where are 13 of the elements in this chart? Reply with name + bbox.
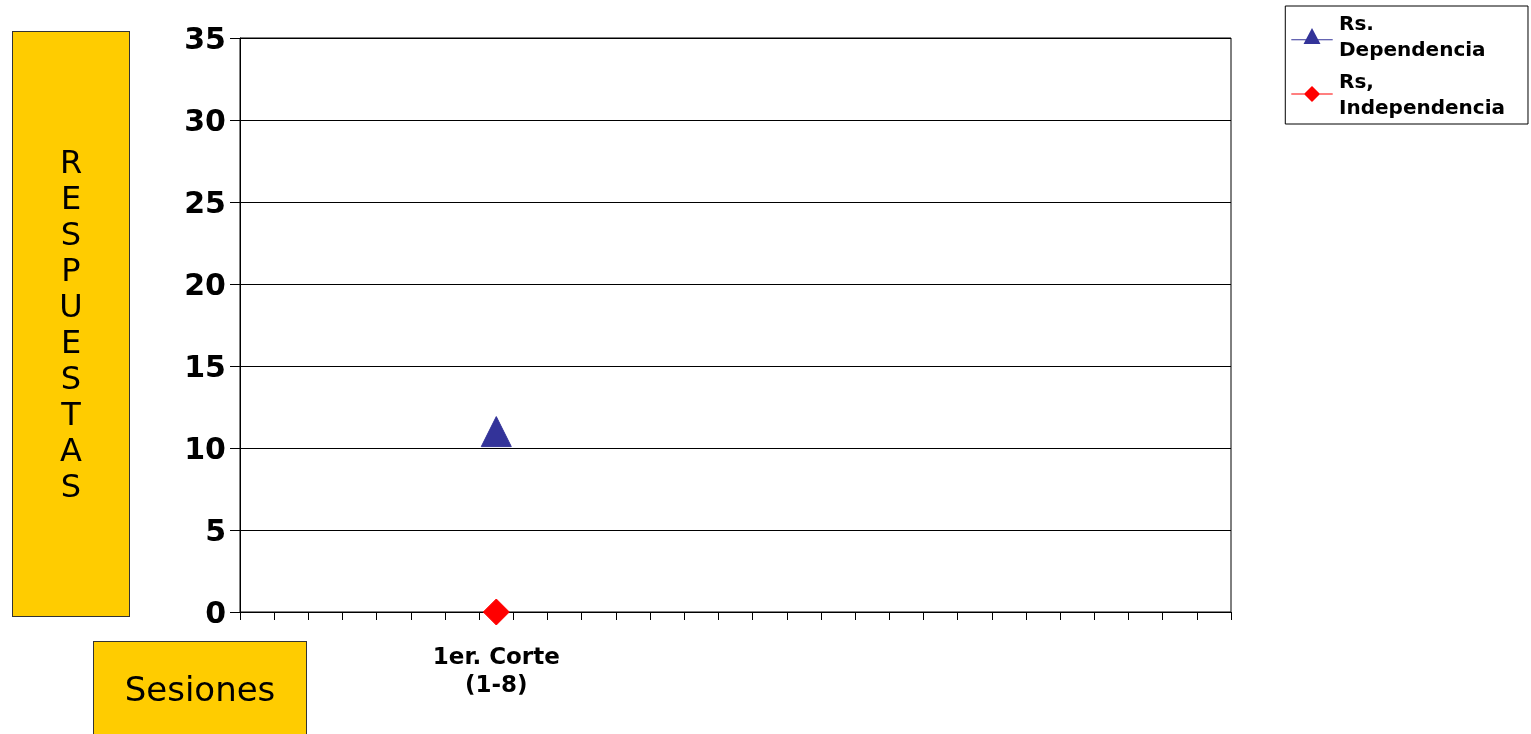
legend-label: Rs. Dependencia — [1339, 11, 1486, 61]
y-tick-label: 25 — [184, 184, 226, 220]
x-tick-label: 1er. Corte (1-8) — [432, 643, 560, 697]
y-tick-label: 10 — [184, 430, 226, 466]
y-tick-label: 0 — [205, 594, 226, 630]
y-tick-label: 5 — [205, 512, 226, 548]
text: RESPUESTAS — [59, 143, 83, 505]
y-tick-label: 35 — [184, 20, 226, 56]
y-tick-label: 20 — [184, 266, 226, 302]
x-axis-title: Sesiones — [93, 641, 307, 734]
legend-label: Rs, Independencia — [1339, 69, 1506, 119]
y-tick-label: 15 — [184, 348, 226, 384]
y-tick-label: 30 — [184, 102, 226, 138]
